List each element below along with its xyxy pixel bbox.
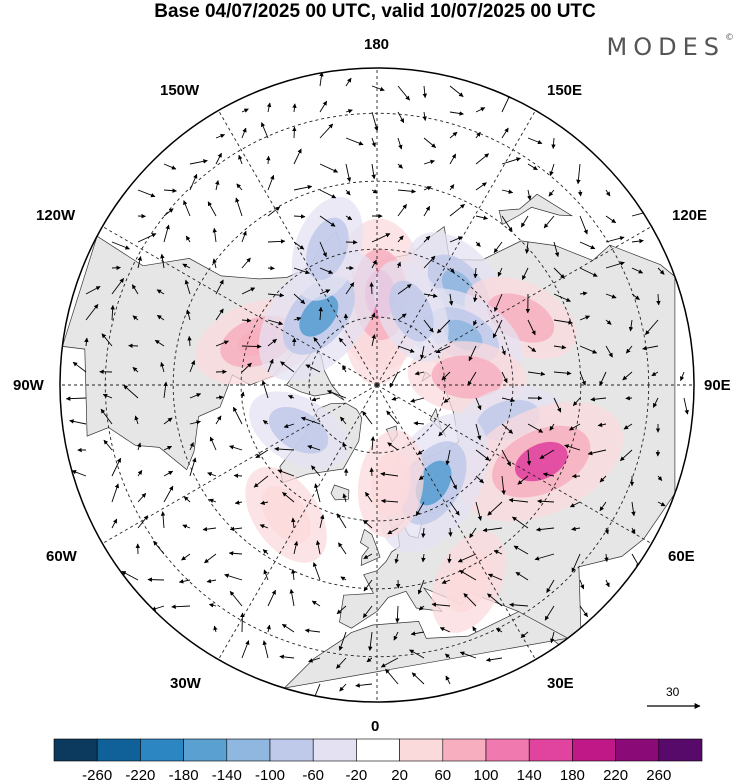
- colorbar-tick-label: -220: [125, 767, 155, 784]
- colorbar-segment: [400, 739, 443, 761]
- wind-arrow: [242, 613, 243, 632]
- colorbar-tick-label: -60: [302, 767, 324, 784]
- lon-label-120e: 120E: [672, 207, 707, 224]
- colorbar-segment: [572, 739, 615, 761]
- colorbar-tick-label: 20: [391, 767, 408, 784]
- lon-label-30w: 30W: [170, 675, 201, 692]
- colorbar-segment: [616, 739, 659, 761]
- reference-vector-label: 30: [666, 685, 679, 699]
- colorbar-segment: [140, 739, 183, 761]
- wind-arrow: [234, 475, 242, 476]
- colorbar-tick-label: -20: [346, 767, 368, 784]
- wind-arrow: [148, 580, 164, 581]
- colorbar-tick-label: -180: [169, 767, 199, 784]
- lon-label-60w: 60W: [46, 548, 77, 565]
- colorbar-tick-label: -260: [82, 767, 112, 784]
- lon-label-90e: 90E: [704, 377, 731, 394]
- colorbar-segment: [356, 739, 399, 761]
- lon-label-30e: 30E: [547, 675, 574, 692]
- lon-label-120w: 120W: [36, 207, 75, 224]
- colorbar-tick-label: 60: [434, 767, 451, 784]
- colorbar-tick-label: 260: [646, 767, 671, 784]
- wind-arrow: [294, 338, 295, 346]
- wind-arrow: [242, 346, 261, 347]
- wind-arrow: [268, 156, 269, 164]
- colorbar-segment: [270, 739, 313, 761]
- colorbar-tick-label: 180: [560, 767, 585, 784]
- wind-arrow: [294, 127, 295, 138]
- colorbar-tick-label: -140: [212, 767, 242, 784]
- lon-label-60e: 60E: [668, 548, 695, 565]
- colorbar-tick-label: -100: [255, 767, 285, 784]
- lon-label-150w: 150W: [160, 82, 199, 99]
- colorbar: [54, 739, 702, 761]
- colorbar-segment: [486, 739, 529, 761]
- colorbar-segment: [184, 739, 227, 761]
- colorbar-segment: [443, 739, 486, 761]
- colorbar-tick-label: 220: [603, 767, 628, 784]
- lon-label-180: 180: [364, 36, 389, 53]
- colorbar-segment: [659, 739, 702, 761]
- wind-arrow: [626, 398, 632, 399]
- lon-label-0: 0: [371, 718, 379, 735]
- lon-label-150e: 150E: [547, 82, 582, 99]
- wind-arrow: [268, 268, 274, 269]
- colorbar-segment: [313, 739, 356, 761]
- colorbar-segment: [97, 739, 140, 761]
- colorbar-tick-label: 140: [517, 767, 542, 784]
- colorbar-tick-label: 100: [473, 767, 498, 784]
- colorbar-segment: [54, 739, 97, 761]
- colorbar-segment: [529, 739, 572, 761]
- wind-arrow: [371, 468, 372, 476]
- colorbar-segment: [227, 739, 270, 761]
- lon-label-90w: 90W: [13, 377, 44, 394]
- wind-arrow: [371, 283, 372, 295]
